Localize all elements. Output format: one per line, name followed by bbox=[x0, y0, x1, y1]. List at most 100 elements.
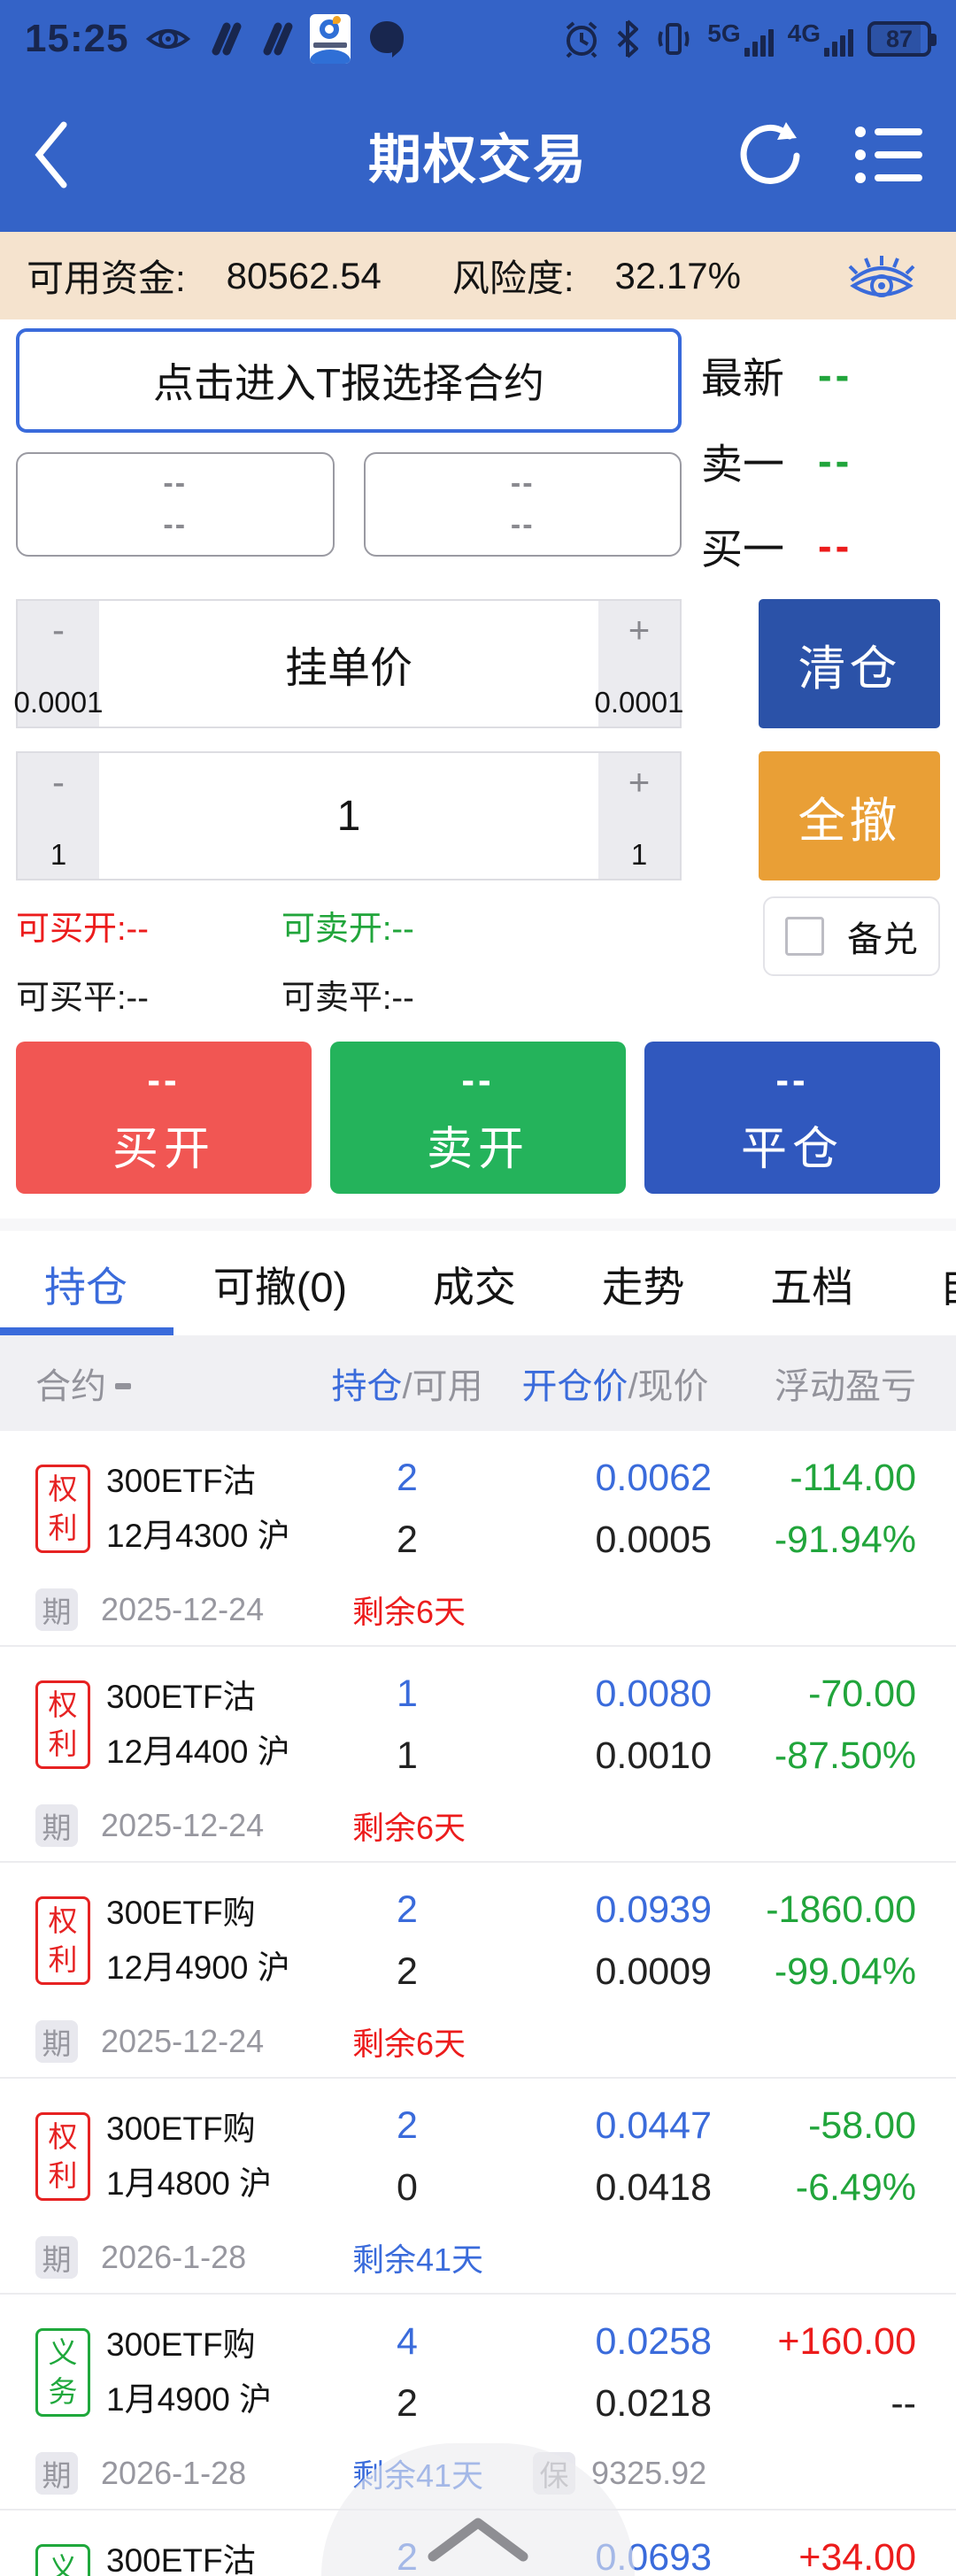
battery-percent: 87 bbox=[885, 25, 914, 52]
vibrate-icon bbox=[654, 19, 693, 58]
days-remaining: 剩余41天 bbox=[352, 2242, 484, 2278]
floating-pl-cell: -58.00 -6.49% bbox=[795, 2104, 916, 2209]
position-available-cell: 2 2 bbox=[397, 1457, 418, 1561]
days-remaining: 剩余41天 bbox=[352, 2457, 484, 2494]
expiry-badge: 期 bbox=[35, 2452, 78, 2495]
tab-3[interactable]: 走势 bbox=[601, 1263, 685, 1311]
expiry-badge: 期 bbox=[35, 2020, 78, 2063]
order-list-button[interactable] bbox=[853, 123, 926, 187]
covered-checkbox[interactable] bbox=[785, 917, 824, 956]
floating-pl-cell: -114.00 -91.94% bbox=[774, 1457, 916, 1561]
rights-obligation-badge: 义务 bbox=[35, 2544, 90, 2576]
rights-obligation-badge: 权利 bbox=[35, 1896, 90, 1985]
positions-list: 权利 300ETF沽 12月4300 沪 2 2 0.0062 0.0005 -… bbox=[0, 1431, 956, 2576]
vpn-icon bbox=[207, 21, 243, 57]
tab-2[interactable]: 成交 bbox=[432, 1263, 516, 1311]
position-row[interactable]: 权利 300ETF沽 12月4300 沪 2 2 0.0062 0.0005 -… bbox=[0, 1431, 956, 1647]
contract-name: 300ETF沽 1月4600 沪 bbox=[106, 2542, 256, 2576]
refresh-button[interactable] bbox=[735, 119, 807, 191]
can-buy-close-label: 可买平:-- bbox=[16, 979, 149, 1017]
margin-value: 9325.92 bbox=[591, 2455, 707, 2491]
ask-price-value: -- bbox=[818, 436, 853, 484]
position-row[interactable]: 权利 300ETF购 12月4900 沪 2 2 0.0939 0.0009 -… bbox=[0, 1863, 956, 2079]
latest-price-row: 最新 -- bbox=[701, 351, 853, 402]
open-current-price-cell: 0.0062 0.0005 bbox=[595, 1457, 712, 1561]
price-minus-button[interactable]: - 0.0001 bbox=[14, 601, 103, 727]
position-row[interactable]: 权利 300ETF购 1月4800 沪 2 0 0.0447 0.0418 -5… bbox=[0, 2079, 956, 2295]
open-current-price-cell: 0.0693 0.0676 bbox=[595, 2536, 712, 2576]
expiry-date: 2026-1-28 bbox=[101, 2455, 247, 2491]
clear-positions-button[interactable]: 清仓 bbox=[759, 599, 940, 728]
toggle-visibility-eye-icon[interactable] bbox=[843, 247, 921, 305]
header-position-available[interactable]: 持仓/可用 bbox=[331, 1367, 483, 1406]
expiry-sub-row: 期 2025-12-24 剩余6天 保 bbox=[0, 2019, 956, 2065]
position-row[interactable]: 义务 300ETF沽 1月4600 沪 2 2 0.0693 0.0676 +3… bbox=[0, 2511, 956, 2576]
tab-4[interactable]: 五档 bbox=[770, 1263, 854, 1311]
open-current-price-cell: 0.0258 0.0218 bbox=[595, 2320, 712, 2425]
covered-label: 备兑 bbox=[847, 920, 918, 959]
risk-value: 32.17% bbox=[614, 254, 741, 296]
can-sell-close-label: 可卖平:-- bbox=[281, 979, 414, 1017]
signal-5g-icon: 5G bbox=[707, 21, 774, 57]
tab-1[interactable]: 可撤(0) bbox=[212, 1263, 348, 1311]
days-remaining: 剩余6天 bbox=[352, 1594, 466, 1630]
active-tab-underline bbox=[0, 1327, 173, 1335]
ask-price-row: 卖一 -- bbox=[701, 436, 853, 488]
bottom-tab-bar: 持仓 可撤(0) 成交 走势 五档 自 bbox=[0, 1231, 956, 1335]
bluetooth-icon bbox=[615, 19, 640, 58]
header-contract-sort[interactable]: 合约 bbox=[35, 1357, 328, 1409]
signal-4g-icon: 4G bbox=[788, 21, 853, 57]
expiry-date: 2025-12-24 bbox=[101, 1591, 265, 1627]
bid-price-value: -- bbox=[818, 522, 853, 569]
latest-price-value: -- bbox=[818, 351, 853, 398]
cancel-all-orders-button[interactable]: 全撤 bbox=[759, 751, 940, 880]
position-available-cell: 1 1 bbox=[397, 1672, 418, 1777]
can-sell-open-label: 可卖开:-- bbox=[281, 910, 414, 948]
available-funds-value: 80562.54 bbox=[226, 254, 382, 296]
header-open-current-price[interactable]: 开仓价/现价 bbox=[521, 1367, 709, 1406]
price-plus-button[interactable]: + 0.0001 bbox=[595, 601, 683, 727]
open-current-price-cell: 0.0939 0.0009 bbox=[595, 1888, 712, 1993]
covered-option-toggle[interactable]: 备兑 bbox=[763, 896, 940, 976]
quantity-plus-button[interactable]: + 1 bbox=[598, 753, 680, 879]
select-contract-button[interactable]: 点击进入T报选择合约 bbox=[16, 328, 682, 433]
tab-5[interactable]: 自 bbox=[939, 1253, 956, 1314]
expiry-badge: 期 bbox=[35, 1588, 78, 1631]
contract-info-box-right[interactable]: -- -- bbox=[363, 452, 682, 557]
expiry-sub-row: 期 2026-1-28 剩余41天 保 9325.92 bbox=[0, 2450, 956, 2496]
rights-obligation-badge: 权利 bbox=[35, 1680, 90, 1769]
can-buy-open-label: 可买开:-- bbox=[16, 910, 149, 948]
position-available-cell: 4 2 bbox=[397, 2320, 418, 2425]
rights-obligation-badge: 权利 bbox=[35, 1465, 90, 1553]
order-entry-panel: 点击进入T报选择合约 -- -- -- -- 最新 -- bbox=[0, 319, 956, 1194]
contract-name: 300ETF沽 12月4300 沪 bbox=[106, 1463, 290, 1554]
sell-open-button[interactable]: -- 卖开 bbox=[330, 1042, 626, 1194]
positions-table-header: 合约 持仓/可用 开仓价/现价 浮动盈亏 bbox=[0, 1335, 956, 1431]
expiry-sub-row: 期 2026-1-28 剩余41天 保 bbox=[0, 2234, 956, 2280]
contract-info-box-left[interactable]: -- -- bbox=[16, 452, 335, 557]
price-input[interactable]: 挂单价 bbox=[284, 645, 412, 692]
back-button[interactable] bbox=[30, 119, 71, 190]
risk-label: 风险度: bbox=[451, 258, 574, 299]
position-row[interactable]: 义务 300ETF购 1月4900 沪 4 2 0.0258 0.0218 +1… bbox=[0, 2295, 956, 2511]
expiry-badge: 期 bbox=[35, 2236, 78, 2279]
expiry-sub-row: 期 2025-12-24 剩余6天 保 bbox=[0, 1803, 956, 1849]
quantity-stepper: - 1 1 + 1 bbox=[16, 751, 682, 880]
expiry-badge: 期 bbox=[35, 1804, 78, 1847]
bid-price-row: 买一 -- bbox=[701, 522, 853, 573]
contract-name: 300ETF购 1月4800 沪 bbox=[106, 2111, 273, 2202]
chat-bubble-icon bbox=[366, 19, 407, 58]
funds-bar: 可用资金: 80562.54 风险度: 32.17% bbox=[0, 232, 956, 319]
position-row[interactable]: 权利 300ETF沽 12月4400 沪 1 1 0.0080 0.0010 -… bbox=[0, 1647, 956, 1863]
quantity-input[interactable]: 1 bbox=[336, 792, 361, 840]
close-position-button[interactable]: -- 平仓 bbox=[644, 1042, 940, 1194]
position-available-cell: 2 0 bbox=[397, 2104, 418, 2209]
contract-name: 300ETF购 12月4900 沪 bbox=[106, 1895, 290, 1986]
status-bar: 15:25 bbox=[0, 0, 956, 78]
buy-open-button[interactable]: -- 买开 bbox=[16, 1042, 312, 1194]
floating-pl-cell: -1860.00 -99.04% bbox=[766, 1888, 916, 1993]
days-remaining: 剩余6天 bbox=[352, 1810, 466, 1846]
tab-0[interactable]: 持仓 bbox=[44, 1263, 127, 1311]
app-notification-icon bbox=[309, 14, 351, 64]
quantity-minus-button[interactable]: - 1 bbox=[18, 753, 99, 879]
